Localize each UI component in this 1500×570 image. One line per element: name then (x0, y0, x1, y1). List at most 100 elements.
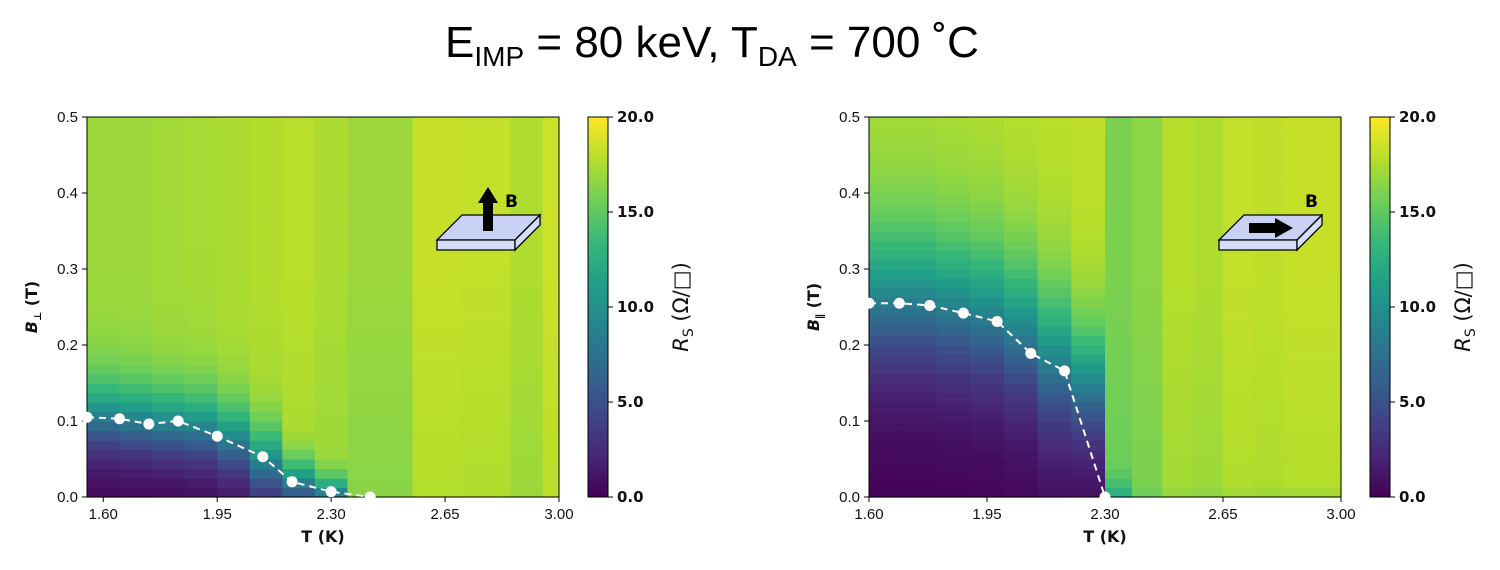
heatmap-cell (542, 297, 560, 308)
heatmap-cell (282, 126, 316, 137)
heatmap-cell (1003, 487, 1039, 498)
heatmap-cell (1192, 364, 1224, 375)
heatmap-cell (902, 430, 938, 441)
heatmap-cell (510, 136, 544, 147)
heatmap-cell (249, 136, 283, 147)
heatmap-cell (249, 373, 283, 384)
heatmap-cell (1105, 269, 1133, 280)
heatmap-cell (936, 117, 971, 128)
heatmap-cell (412, 259, 462, 270)
heatmap-cell (1105, 164, 1133, 175)
heatmap-cell (282, 373, 316, 384)
heatmap-cell (1071, 383, 1106, 394)
heatmap-cell (542, 345, 560, 356)
x-tick-label: 1.95 (972, 506, 1001, 523)
heatmap-cell (87, 297, 121, 308)
heatmap-cell (412, 164, 462, 175)
heatmap-cell (970, 316, 1005, 327)
figure-title: EIMP = 80 keV, TDA = 700 ˚C (0, 18, 1424, 73)
heatmap-cell (902, 117, 938, 128)
heatmap-cell (1003, 193, 1039, 204)
heatmap-cell (119, 193, 153, 204)
heatmap-cell (970, 364, 1005, 375)
heatmap-cell (152, 174, 186, 185)
y-tick-label: 0.0 (839, 489, 860, 506)
heatmap-cell (510, 392, 544, 403)
heatmap-cell (1283, 136, 1342, 147)
heatmap-cell (1131, 430, 1163, 441)
heatmap-cell (542, 288, 560, 299)
heatmap-cell (1105, 421, 1133, 432)
heatmap-cell (184, 193, 218, 204)
heatmap-cell (1223, 212, 1254, 223)
heatmap-cell (347, 297, 414, 308)
heatmap-cell (869, 221, 904, 232)
heatmap-cell (902, 212, 938, 223)
title-t-sub: DA (757, 41, 797, 72)
heatmap-cell (510, 316, 544, 327)
heatmap-cell (1192, 449, 1224, 460)
heatmap-cell (87, 411, 121, 422)
heatmap-cell (510, 383, 544, 394)
heatmap-cell (282, 250, 316, 261)
heatmap-cell (902, 240, 938, 251)
heatmap-cell (970, 440, 1005, 451)
heatmap-cell (1253, 364, 1285, 375)
heatmap-cell (119, 117, 153, 128)
heatmap-cell (314, 202, 349, 213)
heatmap-cell (461, 373, 511, 384)
heatmap-cell (282, 269, 316, 280)
plot-frame (86, 116, 560, 498)
heatmap-cell (152, 240, 186, 251)
heatmap-cell (970, 345, 1005, 356)
heatmap-cell (1003, 164, 1039, 175)
heatmap-cell (902, 392, 938, 403)
heatmap-cell (1003, 221, 1039, 232)
heatmap-cell (412, 202, 462, 213)
x-tick-label: 2.30 (317, 506, 346, 523)
colorbar-tick-label: 0.0 (617, 488, 644, 506)
heatmap-cell (936, 202, 971, 213)
heatmap-cell (184, 297, 218, 308)
heatmap-cell (902, 269, 938, 280)
heatmap-cell (347, 421, 414, 432)
heatmap-cell (217, 145, 251, 156)
heatmap-cell (1131, 117, 1163, 128)
heatmap-cell (936, 212, 971, 223)
heatmap-cell (869, 411, 904, 422)
heatmap-cell (970, 221, 1005, 232)
heatmap-cell (461, 297, 511, 308)
heatmap-cell (1283, 430, 1342, 441)
heatmap-cell (902, 202, 938, 213)
heatmap-cell (1223, 487, 1254, 498)
heatmap-cell (1162, 288, 1194, 299)
heatmap-cell (1071, 231, 1106, 242)
heatmap-cell (902, 326, 938, 337)
heatmap-cell (510, 269, 544, 280)
heatmap-cell (1131, 307, 1163, 318)
heatmap-cell (282, 174, 316, 185)
heatmap-cell (1253, 136, 1285, 147)
heatmap-cell (970, 383, 1005, 394)
heatmap-cell (1105, 449, 1133, 460)
colorbar-tick-label: 10.0 (1399, 298, 1436, 316)
heatmap-cell (869, 383, 904, 394)
heatmap-cell (970, 212, 1005, 223)
heatmap-cell (1192, 440, 1224, 451)
heatmap-cell (1105, 364, 1133, 375)
heatmap-cell (184, 373, 218, 384)
heatmap-cell (184, 383, 218, 394)
heatmap-cell (1283, 297, 1342, 308)
heatmap-cell (1253, 440, 1285, 451)
heatmap-cell (314, 155, 349, 166)
heatmap-cell (1105, 459, 1133, 470)
heatmap-cell (282, 240, 316, 251)
heatmap-cell (1037, 468, 1072, 479)
heatmap-cell (282, 193, 316, 204)
heatmap-cell (184, 231, 218, 242)
field-label: B (1305, 192, 1318, 212)
heatmap-cell (510, 202, 544, 213)
heatmap-cell (936, 221, 971, 232)
heatmap-cell (461, 335, 511, 346)
heatmap-cell (1162, 202, 1194, 213)
